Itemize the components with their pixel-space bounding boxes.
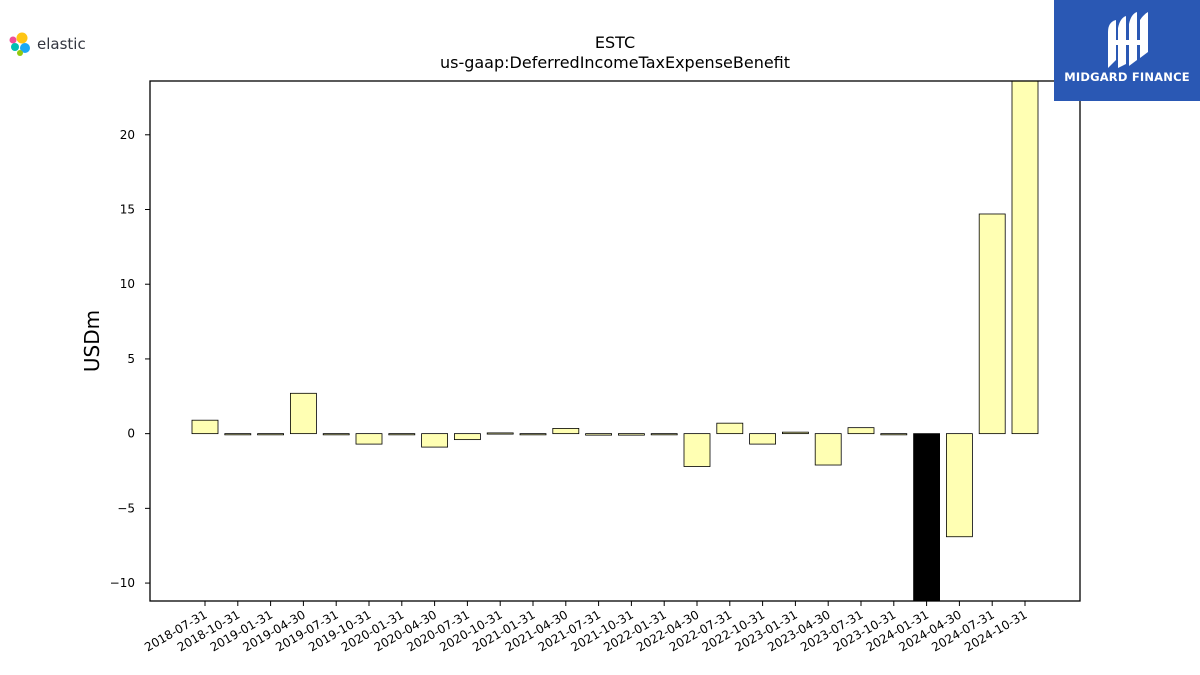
y-axis-label: USDm bbox=[80, 310, 104, 372]
bar-2019-04-30 bbox=[289, 392, 317, 435]
bar-2018-07-31 bbox=[191, 419, 219, 435]
chart-subtitle: us-gaap:DeferredIncomeTaxExpenseBenefit bbox=[440, 53, 790, 72]
bar-2018-10-31 bbox=[224, 433, 252, 436]
bar-2019-07-31 bbox=[322, 433, 350, 436]
y-tick-label: 5 bbox=[127, 352, 135, 366]
bar-2021-04-30 bbox=[552, 428, 580, 435]
plot-frame bbox=[149, 80, 1081, 602]
midgard-brand: MIDGARD FINANCE bbox=[1054, 0, 1200, 101]
y-tick-label: 0 bbox=[127, 427, 135, 441]
bar-2023-10-31 bbox=[880, 433, 908, 436]
bar-2021-01-31 bbox=[519, 433, 547, 436]
bar-2024-10-31 bbox=[1011, 80, 1039, 435]
bar-2023-01-31 bbox=[782, 431, 809, 435]
chart-title: ESTC bbox=[595, 33, 635, 52]
bar-2023-04-30 bbox=[814, 433, 842, 466]
bar-2020-01-31 bbox=[388, 433, 416, 436]
y-ticks-group: −10 −5 0 5 10 15 20 bbox=[110, 128, 150, 590]
bar-2024-04-30 bbox=[946, 433, 973, 538]
bar-2019-10-31 bbox=[355, 433, 383, 445]
y-tick-label: −5 bbox=[117, 501, 135, 515]
bar-2024-07-31 bbox=[978, 213, 1006, 435]
bar-2020-10-31 bbox=[486, 432, 514, 435]
bar-2022-07-31 bbox=[716, 422, 744, 435]
bar-2019-01-31 bbox=[257, 433, 285, 436]
bar-2020-04-30 bbox=[421, 433, 449, 448]
bar-2020-07-31 bbox=[453, 433, 481, 441]
elastic-wordmark: elastic bbox=[37, 35, 86, 53]
y-tick-label: 10 bbox=[120, 277, 135, 291]
bar-2022-10-31 bbox=[749, 433, 776, 445]
x-ticks-group: 2018-07-312018-10-312019-01-312019-04-30… bbox=[142, 601, 1030, 654]
bar-2022-01-31 bbox=[650, 433, 678, 436]
bar-2022-04-30 bbox=[683, 433, 711, 467]
y-tick-label: −10 bbox=[110, 576, 135, 590]
midgard-wordmark: MIDGARD FINANCE bbox=[1064, 70, 1190, 84]
bar-2024-01-31 bbox=[913, 433, 940, 602]
bar-2023-07-31 bbox=[847, 427, 875, 435]
y-tick-label: 15 bbox=[120, 203, 135, 217]
midgard-logo-icon bbox=[1108, 12, 1148, 68]
y-tick-label: 20 bbox=[120, 128, 135, 142]
bar-2021-10-31 bbox=[618, 433, 645, 436]
elastic-logo-icon bbox=[9, 32, 30, 56]
elastic-brand: elastic bbox=[8, 32, 86, 56]
bars-group bbox=[191, 80, 1039, 602]
bar-2021-07-31 bbox=[585, 433, 612, 436]
